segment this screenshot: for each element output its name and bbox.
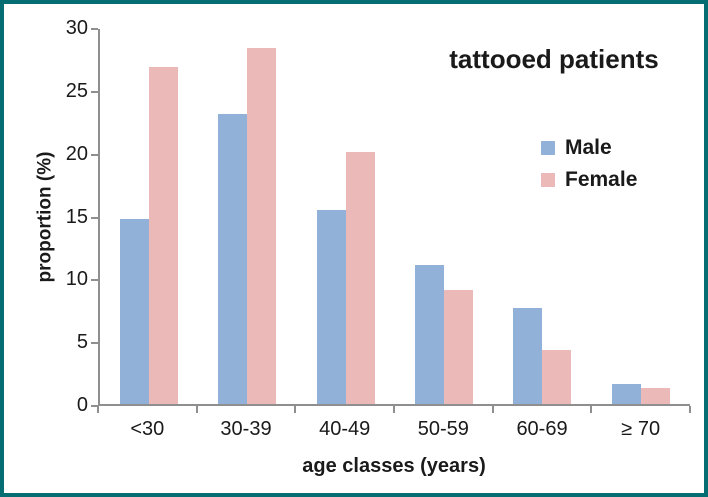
y-tick-mark: [91, 90, 98, 93]
bar-group-1: [100, 29, 198, 404]
bar-group-2: [198, 29, 296, 404]
legend-label: Female: [565, 168, 638, 191]
legend: Male Female: [541, 137, 637, 201]
bar-group-6: [592, 29, 690, 404]
x-tick-mark: [590, 406, 593, 413]
x-tick-mark: [294, 406, 297, 413]
x-tick-mark: [97, 406, 99, 413]
bar-chart: tattooed patients proportion (%) 0 5 10 15 2…: [4, 4, 704, 493]
male-bar: [611, 384, 641, 404]
x-tick-label: 50-59: [417, 418, 469, 440]
chart-title: tattooed patients: [449, 44, 659, 74]
x-tick-label: ≥ 70: [621, 418, 661, 440]
legend-label: Male: [565, 136, 612, 159]
y-tick-label: 10: [65, 268, 88, 291]
legend-item-female: Female: [541, 169, 637, 190]
x-tick-mark: [195, 406, 198, 413]
female-bar: [444, 290, 474, 404]
female-swatch-icon: [541, 172, 555, 187]
x-tick-label: 40-49: [319, 418, 371, 440]
y-tick-mark: [91, 216, 98, 219]
female-bar: [149, 66, 179, 404]
y-tick-label: 25: [65, 79, 88, 102]
female-bar: [640, 387, 670, 404]
female-bar: [247, 47, 277, 404]
x-tick-mark: [393, 406, 395, 413]
male-bar: [120, 219, 150, 404]
y-tick-mark: [91, 279, 98, 282]
x-tick-mark: [689, 406, 691, 413]
y-tick-label: 30: [65, 17, 88, 39]
x-tick-label: 30-39: [220, 418, 272, 440]
y-tick-mark: [91, 28, 98, 30]
bar-group-5: [493, 29, 591, 404]
plot-area: [98, 29, 690, 406]
x-tick-label: 60-69: [516, 418, 568, 440]
female-bar: [542, 350, 572, 404]
x-axis-title: age classes (years): [302, 455, 486, 477]
x-tick-mark: [491, 406, 494, 413]
male-bar: [415, 265, 445, 404]
male-bar: [513, 307, 543, 404]
legend-item-male: Male: [541, 137, 637, 158]
female-bar: [345, 151, 375, 404]
y-tick-mark: [91, 405, 98, 407]
male-swatch-icon: [541, 140, 555, 155]
y-tick-mark: [91, 153, 98, 156]
bar-group-4: [395, 29, 493, 404]
y-tick-mark: [91, 342, 98, 345]
y-tick-label: 15: [65, 205, 88, 228]
male-bar: [316, 210, 346, 404]
x-tick-label: <30: [130, 418, 165, 440]
y-tick-label: 5: [76, 331, 88, 354]
y-tick-label: 20: [65, 142, 88, 165]
x-axis-tick-labels: <30 30-39 40-49 50-59 60-69 ≥ 70: [98, 418, 690, 441]
y-tick-label: 0: [76, 394, 88, 416]
bar-group-3: [297, 29, 395, 404]
male-bar: [218, 114, 248, 404]
